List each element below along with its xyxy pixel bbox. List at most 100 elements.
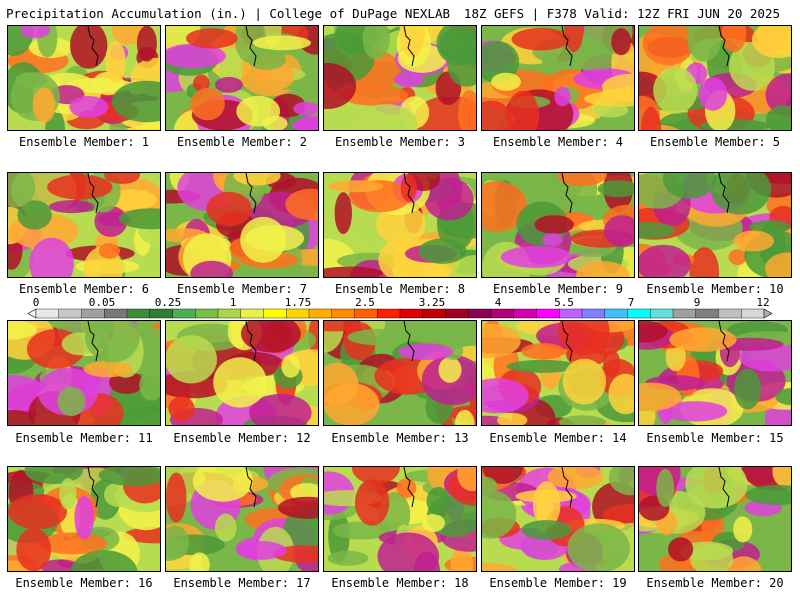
header-title: Precipitation Accumulation (in.) | Colle…	[6, 6, 451, 21]
colorbar-swatch	[308, 308, 333, 319]
precip-field	[639, 26, 791, 130]
colorbar-swatch	[718, 308, 742, 319]
ensemble-member-label: Ensemble Member: 19	[489, 576, 627, 590]
colorbar-swatch	[354, 308, 378, 319]
colorbar-right-arrow	[763, 308, 773, 319]
colorbar-swatch	[604, 308, 628, 319]
ensemble-map-panel	[7, 466, 161, 572]
colorbar-swatch	[240, 308, 264, 319]
ensemble-map-panel	[638, 25, 792, 131]
precip-field	[8, 26, 160, 130]
colorbar-swatch	[172, 308, 196, 319]
colorbar-tick-label: 7	[627, 296, 635, 309]
colorbar-tick-label: 9	[693, 296, 701, 309]
precip-field	[482, 467, 634, 571]
colorbar-tick-label: 0	[32, 296, 40, 309]
colorbar-swatch	[559, 308, 583, 319]
colorbar-left-arrow	[27, 308, 37, 319]
colorbar-swatch	[650, 308, 674, 319]
ensemble-member-label: Ensemble Member: 10	[646, 282, 784, 296]
header-run-info: 18Z GEFS | F378 Valid: 12Z FRI JUN 20 20…	[463, 6, 780, 21]
colorbar-swatch	[399, 308, 424, 319]
precip-field	[639, 467, 791, 571]
colorbar-swatch	[468, 308, 492, 319]
colorbar-tick-label: 0.25	[154, 296, 182, 309]
ensemble-member-label: Ensemble Member: 16	[15, 576, 153, 590]
ensemble-map-panel	[165, 172, 319, 278]
precip-field	[166, 26, 318, 130]
colorbar-swatch	[695, 308, 719, 319]
colorbar-swatch	[331, 308, 355, 319]
precip-field	[8, 467, 160, 571]
ensemble-member-label: Ensemble Member: 5	[649, 135, 781, 149]
colorbar: 0 0.05 0.25 1 1.75 2.5 3.25 4 5.5 7 9 12	[0, 296, 800, 322]
ensemble-map-panel	[638, 172, 792, 278]
ensemble-member-label: Ensemble Member: 6	[18, 282, 150, 296]
colorbar-swatch	[35, 308, 60, 319]
ensemble-member-label: Ensemble Member: 9	[492, 282, 624, 296]
ensemble-member-label: Ensemble Member: 2	[176, 135, 308, 149]
ensemble-map-panel	[481, 320, 635, 426]
colorbar-swatch	[217, 308, 242, 319]
colorbar-swatch	[536, 308, 560, 319]
colorbar-tick-label: 1.75	[284, 296, 312, 309]
colorbar-swatch	[286, 308, 310, 319]
colorbar-swatch	[126, 308, 151, 319]
precip-field	[482, 26, 634, 130]
precip-field	[166, 467, 318, 571]
ensemble-member-label: Ensemble Member: 18	[331, 576, 469, 590]
ensemble-map-panel	[638, 320, 792, 426]
precip-field	[8, 173, 160, 277]
ensemble-map-panel	[323, 25, 477, 131]
colorbar-swatch	[422, 308, 446, 319]
ensemble-member-label: Ensemble Member: 15	[646, 431, 784, 445]
colorbar-swatch	[672, 308, 697, 319]
precip-field	[639, 173, 791, 277]
precip-field	[324, 26, 476, 130]
ensemble-member-label: Ensemble Member: 7	[176, 282, 308, 296]
colorbar-tick-label: 12	[756, 296, 770, 309]
colorbar-swatch	[627, 308, 651, 319]
colorbar-swatch	[741, 308, 765, 319]
colorbar-scale	[27, 308, 773, 319]
colorbar-swatch	[195, 308, 219, 319]
ensemble-map-panel	[165, 466, 319, 572]
precip-field	[324, 173, 476, 277]
ensemble-map-panel	[481, 25, 635, 131]
precip-field	[324, 321, 476, 425]
ensemble-map-panel	[481, 172, 635, 278]
precip-field	[324, 467, 476, 571]
colorbar-swatch	[104, 308, 128, 319]
colorbar-tick-label: 4	[494, 296, 502, 309]
colorbar-swatch	[81, 308, 105, 319]
precip-field	[482, 173, 634, 277]
ensemble-map-panel	[165, 320, 319, 426]
colorbar-swatch	[377, 308, 401, 319]
precip-field	[166, 321, 318, 425]
ensemble-member-label: Ensemble Member: 3	[334, 135, 466, 149]
ensemble-member-label: Ensemble Member: 1	[18, 135, 150, 149]
colorbar-swatch	[58, 308, 82, 319]
colorbar-swatch	[581, 308, 606, 319]
ensemble-map-panel	[323, 466, 477, 572]
ensemble-member-label: Ensemble Member: 17	[173, 576, 311, 590]
ensemble-map-panel	[7, 25, 161, 131]
colorbar-tick-label: 5.5	[554, 296, 574, 309]
ensemble-map-panel	[323, 320, 477, 426]
precip-field	[166, 173, 318, 277]
precip-field	[8, 321, 160, 425]
colorbar-tick-label: 0.05	[88, 296, 116, 309]
ensemble-map-panel	[165, 25, 319, 131]
ensemble-map-panel	[638, 466, 792, 572]
colorbar-tick-label: 2.5	[355, 296, 375, 309]
ensemble-member-label: Ensemble Member: 13	[331, 431, 469, 445]
precip-field	[639, 321, 791, 425]
colorbar-swatch	[490, 308, 515, 319]
colorbar-swatch	[263, 308, 287, 319]
ensemble-map-panel	[7, 320, 161, 426]
ensemble-map-panel	[323, 172, 477, 278]
colorbar-swatch	[513, 308, 537, 319]
colorbar-tick-label: 1	[229, 296, 237, 309]
ensemble-member-label: Ensemble Member: 4	[492, 135, 624, 149]
ensemble-member-label: Ensemble Member: 12	[173, 431, 311, 445]
